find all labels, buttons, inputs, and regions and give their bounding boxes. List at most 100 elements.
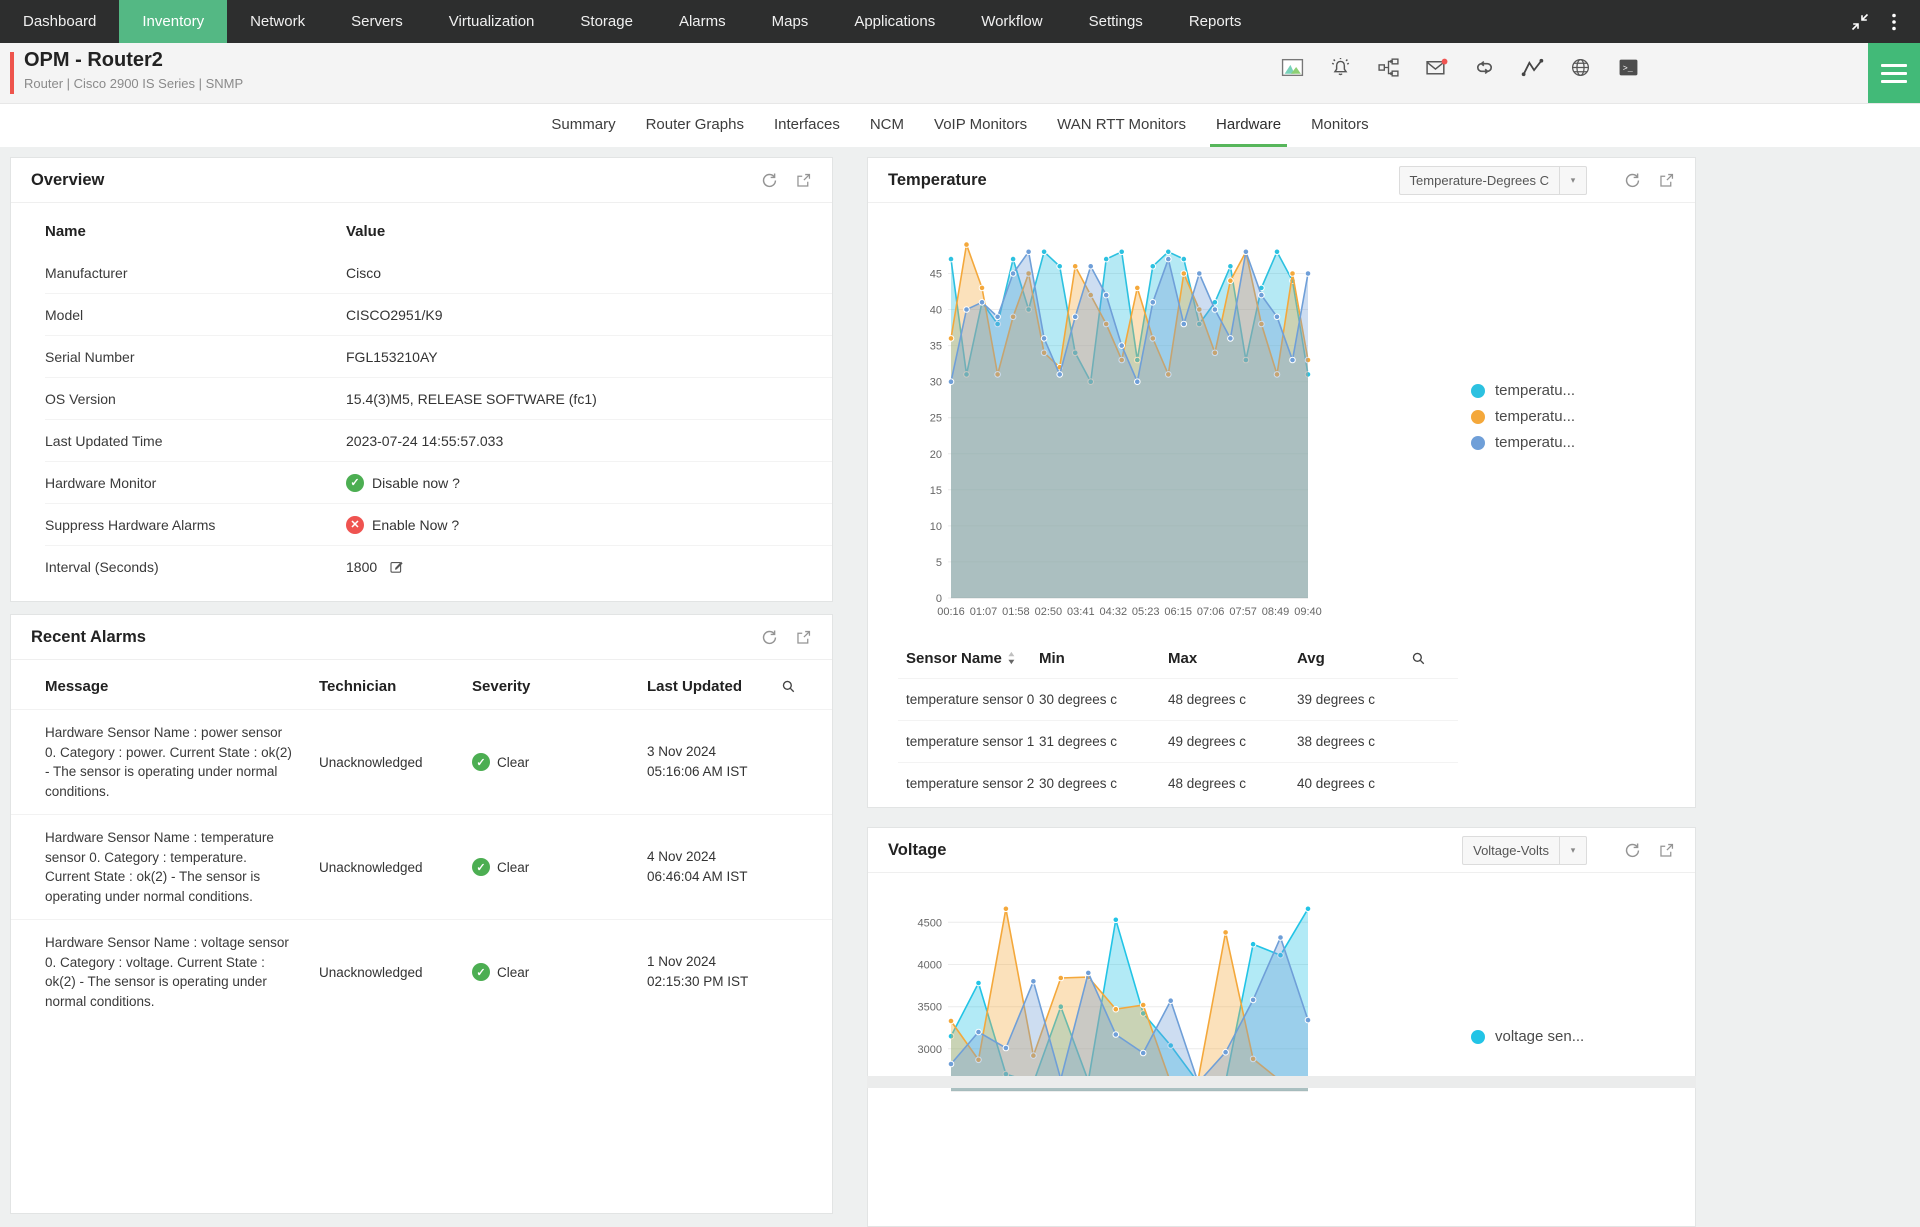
table-row[interactable]: Hardware Sensor Name : voltage sensor 0.…	[11, 919, 832, 1024]
alarm-last-updated: 4 Nov 2024 06:46:04 AM IST	[647, 847, 777, 887]
expand-icon[interactable]	[795, 172, 812, 189]
alarm-message: Hardware Sensor Name : temperature senso…	[45, 830, 274, 904]
legend-label: temperatu...	[1495, 382, 1576, 399]
expand-icon[interactable]	[795, 629, 812, 646]
legend-item[interactable]: voltage sen...	[1471, 1028, 1584, 1045]
sensor-cell: temperature sensor 2	[906, 776, 1035, 791]
sensor-col-avg: Avg	[1297, 649, 1325, 667]
svg-text:>_: >_	[1623, 64, 1634, 74]
temperature-metric-dropdown[interactable]: Temperature-Degrees C ▾	[1398, 165, 1587, 195]
alarm-technician: Unacknowledged	[319, 964, 423, 980]
nav-item-reports[interactable]: Reports	[1188, 13, 1242, 30]
edit-icon[interactable]	[389, 559, 405, 575]
expand-icon[interactable]	[1658, 172, 1675, 189]
expand-icon[interactable]	[1658, 842, 1675, 859]
temperature-title: Temperature	[888, 170, 987, 189]
terminal-icon[interactable]: >_	[1617, 57, 1640, 78]
sensor-table-header: Sensor Name Min Max Avg	[898, 638, 1458, 678]
alarm-time: 02:15:30 PM IST	[647, 974, 749, 989]
tab-voip-monitors[interactable]: VoIP Monitors	[934, 116, 1028, 133]
sensor-cell: 39 degrees c	[1297, 692, 1376, 707]
overview-row-name: OS Version	[45, 390, 116, 407]
link-icon[interactable]	[1473, 57, 1496, 78]
nav-item-workflow[interactable]: Workflow	[981, 13, 1043, 30]
legend-item[interactable]: temperatu...	[1471, 434, 1575, 451]
bottom-scroll-strip[interactable]	[867, 1076, 1696, 1088]
alarm-severity-label: Clear	[497, 964, 530, 980]
alarms-table-header: Message Technician Severity Last Updated	[11, 660, 832, 709]
tab-ncm[interactable]: NCM	[869, 116, 905, 133]
svg-text:15: 15	[930, 485, 942, 497]
tab-hardware[interactable]: Hardware	[1201, 104, 1296, 147]
overview-value-text: 1800	[346, 558, 378, 575]
legend-dot	[1471, 409, 1485, 424]
voltage-title: Voltage	[888, 840, 947, 859]
overview-row-value: 2023-07-24 14:55:57.033	[346, 433, 503, 449]
overview-value-text: CISCO2951/K9	[346, 306, 443, 323]
sensor-cell: 31 degrees c	[1039, 734, 1118, 749]
table-row[interactable]: temperature sensor 1 31 degrees c 49 degre…	[898, 720, 1458, 762]
hamburger-menu-button[interactable]	[1868, 43, 1920, 103]
compress-icon[interactable]	[1850, 12, 1870, 32]
refresh-icon[interactable]	[761, 629, 778, 646]
legend-item[interactable]: temperatu...	[1471, 408, 1575, 425]
tab-wan-rtt-monitors[interactable]: WAN RTT Monitors	[1057, 116, 1187, 133]
overview-col-name: Name	[45, 223, 86, 240]
nav-item-settings[interactable]: Settings	[1088, 13, 1143, 30]
kebab-menu-icon[interactable]	[1884, 12, 1904, 32]
device-tabs: Summary Router Graphs Interfaces NCM VoIP Mo…	[0, 104, 1920, 147]
workflow-icon[interactable]	[1377, 57, 1400, 78]
overview-table: Name Value Manufacturer Cisco Model CISCO29…	[11, 203, 832, 587]
table-row[interactable]: Hardware Sensor Name : temperature senso…	[11, 814, 832, 919]
voltage-metric-dropdown[interactable]: Voltage-Volts ▾	[1462, 835, 1587, 865]
nav-item-applications[interactable]: Applications	[854, 13, 936, 30]
sensor-cell: 38 degrees c	[1297, 734, 1376, 749]
tab-summary[interactable]: Summary	[551, 116, 616, 133]
sort-icon[interactable]	[1007, 651, 1016, 665]
overview-row-value: CISCO2951/K9	[346, 307, 443, 323]
device-titles: OPM - Router2 Router | Cisco 2900 IS Ser…	[24, 49, 243, 91]
alarm-severity: ✓ Clear	[472, 963, 647, 981]
refresh-icon[interactable]	[1624, 842, 1641, 859]
svg-text:3500: 3500	[918, 1002, 942, 1014]
svg-text:10: 10	[930, 521, 942, 533]
legend-label: voltage sen...	[1495, 1028, 1585, 1045]
overview-row-value: ✓ Disable now ?	[346, 473, 460, 492]
tab-interfaces[interactable]: Interfaces	[773, 116, 840, 133]
table-row: Serial Number FGL153210AY	[45, 336, 832, 378]
globe-icon[interactable]	[1569, 57, 1592, 78]
tab-router-graphs[interactable]: Router Graphs	[645, 116, 744, 133]
nav-item-network[interactable]: Network	[250, 13, 306, 30]
nav-item-dashboard[interactable]: Dashboard	[23, 13, 97, 30]
refresh-icon[interactable]	[1624, 172, 1641, 189]
overview-row-name: Interval (Seconds)	[45, 558, 159, 575]
nav-item-servers[interactable]: Servers	[351, 13, 403, 30]
nav-item-inventory[interactable]: Inventory	[119, 0, 228, 43]
mail-notification-icon[interactable]	[1425, 57, 1448, 78]
performance-chart-icon[interactable]	[1281, 57, 1304, 78]
sensor-search-icon[interactable]	[1411, 651, 1426, 666]
legend-item[interactable]: temperatu...	[1471, 382, 1575, 399]
disable-now-link[interactable]: Disable now ?	[372, 474, 460, 491]
nav-item-storage[interactable]: Storage	[580, 13, 633, 30]
nav-item-alarms[interactable]: Alarms	[678, 13, 726, 30]
tab-monitors[interactable]: Monitors	[1311, 116, 1369, 133]
alarm-bell-icon[interactable]	[1329, 57, 1352, 78]
table-row[interactable]: temperature sensor 0 30 degrees c 48 degre…	[898, 678, 1458, 720]
table-row[interactable]: temperature sensor 2 30 degrees c 48 degre…	[898, 762, 1458, 804]
sparkline-icon[interactable]	[1521, 57, 1544, 78]
enable-now-link[interactable]: Enable Now ?	[372, 516, 460, 533]
refresh-icon[interactable]	[761, 172, 778, 189]
temperature-dropdown-value: Temperature-Degrees C	[1409, 172, 1549, 188]
nav-item-virtualization[interactable]: Virtualization	[448, 13, 535, 30]
overview-row-name: Suppress Hardware Alarms	[45, 516, 216, 533]
alarms-search-icon[interactable]	[781, 679, 796, 694]
recent-alarms-title: Recent Alarms	[31, 627, 146, 646]
svg-text:3000: 3000	[918, 1044, 942, 1056]
nav-item-maps[interactable]: Maps	[771, 13, 809, 30]
table-row[interactable]: Hardware Sensor Name : power sensor 0. C…	[11, 709, 832, 814]
nav-items: Dashboard Inventory Network Servers Virtuali…	[0, 0, 1264, 43]
sensor-cell: 48 degrees c	[1168, 776, 1247, 791]
alarm-date: 1 Nov 2024	[647, 954, 717, 969]
svg-text:08:49: 08:49	[1262, 606, 1290, 618]
